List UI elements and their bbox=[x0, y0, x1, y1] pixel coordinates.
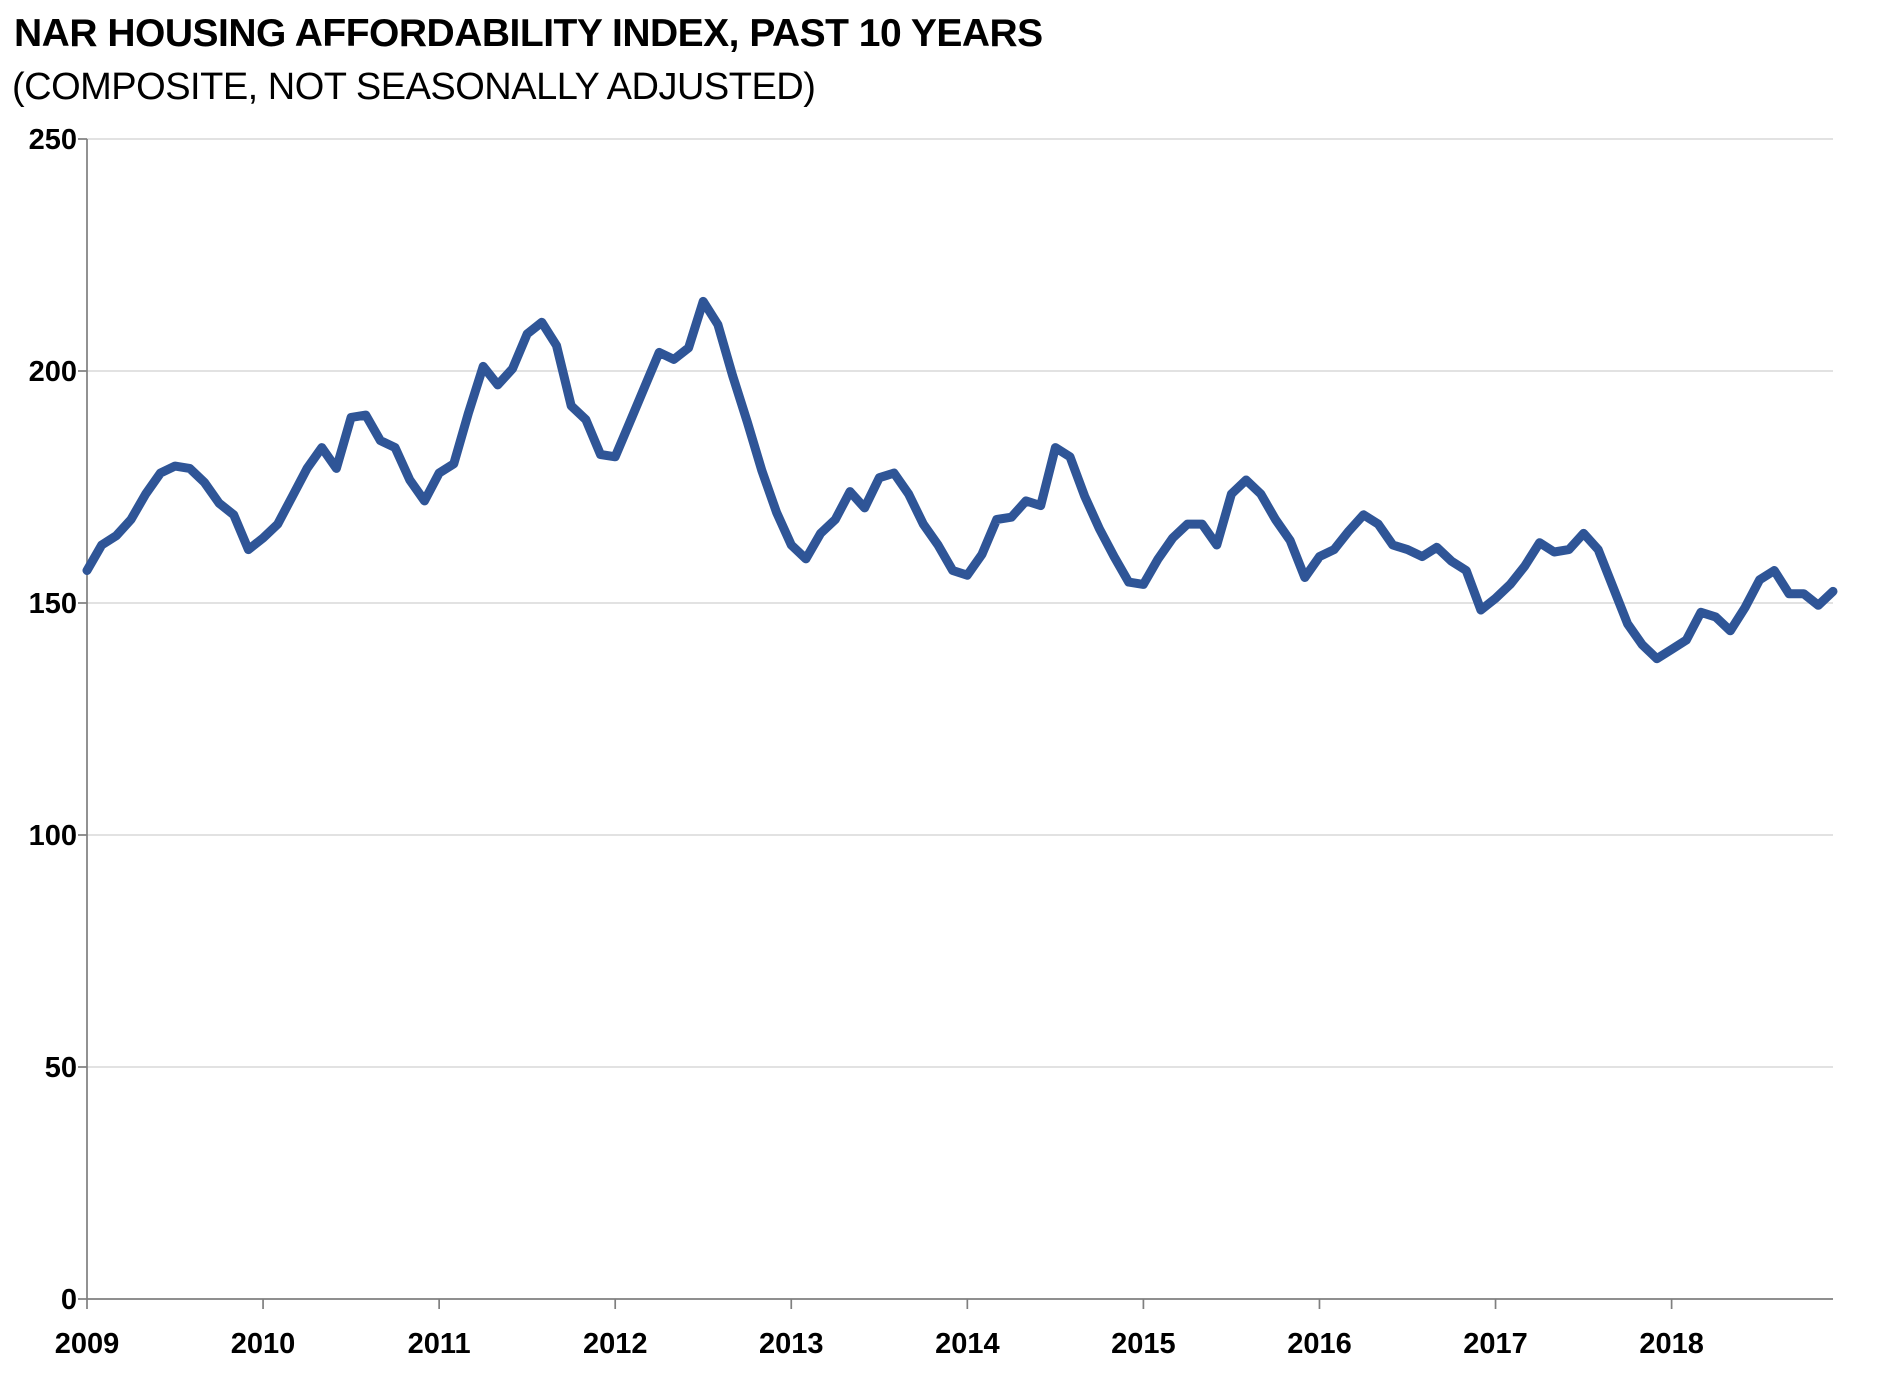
data-series bbox=[82, 296, 1838, 664]
x-tick-label: 2018 bbox=[1639, 1328, 1704, 1360]
x-tick-label: 2012 bbox=[583, 1328, 648, 1360]
y-tick-label: 150 bbox=[29, 588, 77, 620]
x-tick-label: 2017 bbox=[1463, 1328, 1528, 1360]
x-tick-label: 2014 bbox=[935, 1328, 1000, 1360]
axes bbox=[78, 138, 1833, 1309]
chart-title: NAR HOUSING AFFORDABILITY INDEX, PAST 10… bbox=[14, 12, 1043, 55]
x-axis-labels: 2009 2010 2011 2012 2013 2014 2015 2016 2017 2018 bbox=[55, 1328, 1704, 1360]
x-tick-label: 2013 bbox=[759, 1328, 824, 1360]
x-tick-label: 2009 bbox=[55, 1328, 120, 1360]
y-tick-label: 200 bbox=[29, 356, 77, 388]
x-tick-label: 2010 bbox=[231, 1328, 296, 1360]
y-tick-label: 100 bbox=[29, 820, 77, 852]
x-tick-label: 2016 bbox=[1287, 1328, 1352, 1360]
chart-subtitle: (COMPOSITE, NOT SEASONALLY ADJUSTED) bbox=[12, 66, 815, 108]
gridlines bbox=[87, 138, 1833, 1068]
x-tick-label: 2011 bbox=[408, 1328, 471, 1360]
y-tick-label: 0 bbox=[61, 1284, 77, 1316]
y-tick-label: 250 bbox=[29, 124, 77, 156]
x-tick-label: 2015 bbox=[1111, 1328, 1176, 1360]
hai-series-line bbox=[82, 296, 1838, 664]
y-tick-label: 50 bbox=[45, 1052, 77, 1084]
y-axis-labels: 0 50 100 150 200 250 bbox=[29, 124, 77, 1316]
